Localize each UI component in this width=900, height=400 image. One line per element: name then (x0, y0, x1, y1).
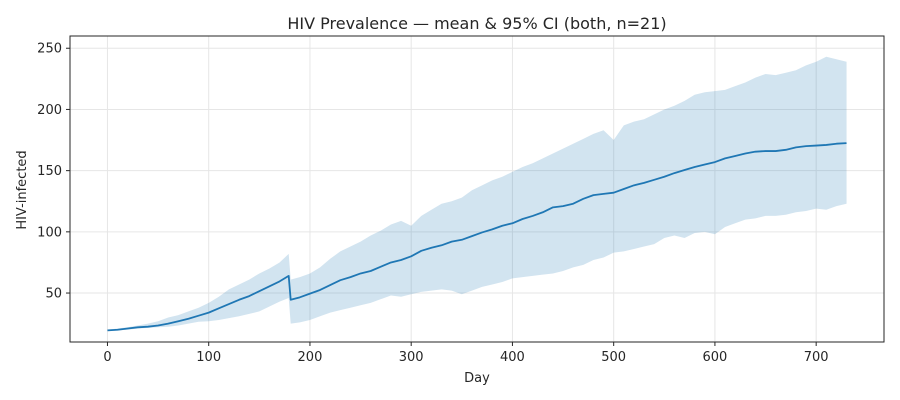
mean-line (107, 142, 847, 332)
y-tick-label: 150 (37, 164, 62, 179)
x-tick-label: 700 (804, 350, 829, 365)
x-tick-label: 600 (703, 350, 728, 365)
y-tick-label: 200 (37, 103, 62, 118)
chart-title: HIV Prevalence — mean & 95% CI (both, n=… (287, 14, 666, 33)
x-tick-label: 400 (500, 350, 525, 365)
x-tick-label: 500 (601, 350, 626, 365)
grid-layer (70, 36, 884, 342)
x-axis-label: Day (464, 371, 490, 386)
x-tick-label: 100 (196, 350, 221, 365)
y-axis-label: HIV-infected (15, 150, 30, 229)
y-ticks: 50 100 150 200 250 (37, 42, 70, 302)
mean-line-layer (107, 142, 847, 332)
ci-band-layer (107, 56, 847, 331)
y-tick-label: 250 (37, 42, 62, 57)
x-ticks: 0 100 200 300 400 500 600 700 (103, 342, 829, 365)
y-tick-label: 50 (45, 287, 62, 302)
y-tick-label: 100 (37, 225, 62, 240)
x-tick-label: 300 (399, 350, 424, 365)
x-tick-label: 200 (298, 350, 323, 365)
ci-band (107, 56, 847, 331)
plot-frame (69, 35, 885, 343)
x-tick-label: 0 (103, 350, 111, 365)
